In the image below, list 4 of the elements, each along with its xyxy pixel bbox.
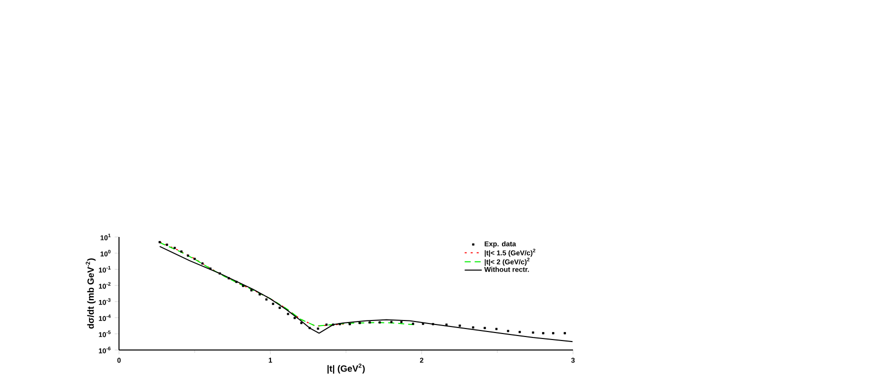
line-series (159, 242, 415, 327)
line-series (159, 241, 347, 327)
x-axis-title: |t| (GeV$^{2}$) (328, 364, 365, 374)
y-axis-title: dσ/dt (mb GeV$^{-2}$) (86, 258, 96, 329)
